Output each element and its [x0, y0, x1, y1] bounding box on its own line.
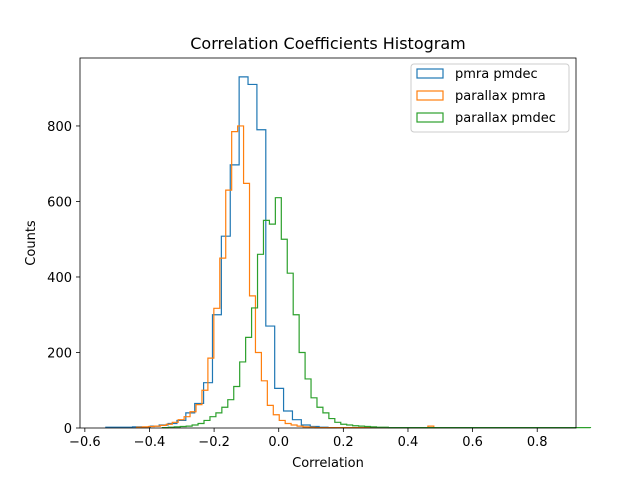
legend-label-3: parallax pmdec [455, 111, 556, 126]
y-axis: 0 200 400 600 800 [47, 120, 80, 437]
x-tick-label: 0.2 [333, 435, 354, 450]
x-axis-label: Correlation [292, 456, 364, 471]
x-tick-label: 0.8 [527, 435, 548, 450]
x-tick-label: −0.6 [69, 435, 101, 450]
legend-label-2: parallax pmra [455, 89, 546, 104]
x-tick-label: 0.6 [462, 435, 483, 450]
y-axis-label: Counts [24, 220, 39, 266]
legend-swatch-3 [416, 112, 444, 123]
x-tick-label: −0.4 [134, 435, 166, 450]
y-tick-label: 800 [47, 120, 72, 135]
legend-swatch-1 [416, 68, 444, 79]
legend-swatch-2 [416, 90, 444, 101]
y-tick-label: 200 [47, 346, 72, 361]
x-tick-label: −0.2 [198, 435, 230, 450]
x-tick-label: 0.0 [268, 435, 289, 450]
chart-title: Correlation Coefficients Histogram [190, 34, 466, 53]
legend: pmra pmdec parallax pmra parallax pmdec [410, 63, 570, 133]
plot-frame [79, 57, 577, 429]
y-tick-label: 600 [47, 195, 72, 210]
legend-box [410, 63, 570, 133]
x-tick-label: 0.4 [398, 435, 419, 450]
y-tick-label: 0 [64, 422, 72, 437]
y-tick-label: 400 [47, 271, 72, 286]
x-axis: −0.6 −0.4 −0.2 0.0 0.2 0.4 0.6 0.8 [69, 428, 548, 450]
legend-label-1: pmra pmdec [455, 67, 538, 82]
